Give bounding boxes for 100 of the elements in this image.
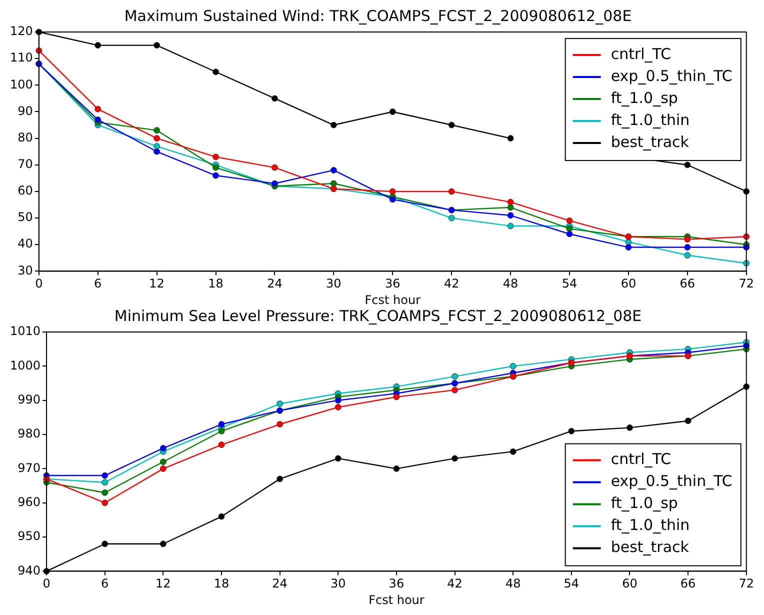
y-tick-label: 940 bbox=[18, 563, 41, 578]
point bbox=[566, 217, 573, 224]
x-tick-label: 36 bbox=[384, 276, 400, 291]
point bbox=[160, 458, 166, 466]
x-tick-label: 54 bbox=[562, 276, 578, 291]
point bbox=[393, 394, 400, 400]
legend-label: cntrl_TC bbox=[610, 44, 672, 63]
point bbox=[271, 180, 278, 187]
legend-label: cntrl_TC bbox=[610, 450, 672, 468]
x-tick-label: 0 bbox=[42, 576, 50, 591]
point bbox=[154, 127, 160, 134]
point bbox=[154, 135, 160, 142]
point bbox=[276, 476, 284, 482]
point bbox=[566, 225, 573, 232]
x-tick-label: 60 bbox=[620, 276, 636, 291]
point bbox=[393, 465, 400, 472]
x-axis-title: Fcst hour bbox=[368, 592, 424, 607]
point bbox=[448, 122, 455, 128]
point bbox=[160, 444, 166, 452]
point bbox=[218, 421, 225, 428]
point bbox=[334, 397, 342, 404]
point bbox=[684, 252, 691, 259]
point bbox=[94, 116, 102, 123]
point bbox=[684, 418, 692, 424]
y-tick-label: 1010 bbox=[10, 324, 41, 338]
legend-label: best_track bbox=[610, 132, 690, 151]
point bbox=[218, 513, 225, 520]
point bbox=[510, 448, 516, 455]
point bbox=[452, 386, 458, 394]
point bbox=[212, 154, 220, 160]
point bbox=[452, 455, 458, 462]
y-tick-label: 960 bbox=[18, 494, 41, 509]
point bbox=[684, 244, 691, 251]
point bbox=[334, 455, 342, 462]
point bbox=[507, 135, 514, 142]
point bbox=[566, 230, 573, 238]
x-tick-label: 24 bbox=[272, 576, 288, 591]
point bbox=[102, 489, 108, 496]
legend-label: ft_1.0_sp bbox=[610, 494, 678, 512]
point bbox=[160, 465, 166, 472]
y-tick-label: 970 bbox=[18, 460, 41, 475]
x-tick-label: 24 bbox=[267, 276, 282, 291]
point bbox=[218, 428, 225, 434]
point bbox=[330, 166, 337, 174]
y-tick-label: 60 bbox=[18, 184, 33, 198]
point bbox=[271, 164, 278, 171]
point bbox=[212, 172, 220, 179]
x-tick-label: 66 bbox=[680, 276, 696, 291]
x-tick-label: 18 bbox=[208, 276, 224, 291]
x-tick-label: 12 bbox=[149, 276, 164, 291]
point bbox=[94, 42, 102, 49]
point bbox=[684, 236, 691, 243]
point bbox=[212, 68, 220, 76]
point bbox=[507, 204, 514, 211]
point bbox=[507, 222, 514, 230]
legend-label: exp_0.5_thin_TC bbox=[610, 66, 732, 85]
x-tick-label: 60 bbox=[622, 576, 638, 591]
point bbox=[568, 428, 575, 434]
point bbox=[330, 122, 337, 128]
x-tick-label: 0 bbox=[35, 276, 43, 291]
x-axis-title: Fcst hour bbox=[364, 292, 421, 307]
x-tick-label: 30 bbox=[326, 276, 342, 291]
point bbox=[102, 500, 108, 506]
legend-label: best_track bbox=[610, 538, 690, 556]
point bbox=[452, 373, 458, 380]
point bbox=[276, 400, 284, 408]
point bbox=[218, 442, 225, 448]
legend-label: ft_1.0_sp bbox=[610, 88, 678, 107]
y-tick-label: 980 bbox=[18, 426, 41, 441]
point bbox=[102, 540, 108, 548]
x-tick-label: 72 bbox=[738, 276, 754, 291]
point bbox=[389, 196, 396, 203]
y-tick-label: 950 bbox=[18, 529, 41, 544]
x-tick-label: 72 bbox=[738, 576, 754, 591]
point bbox=[684, 162, 691, 168]
point bbox=[448, 188, 455, 195]
point bbox=[626, 424, 633, 431]
x-tick-label: 48 bbox=[502, 276, 518, 291]
x-tick-label: 42 bbox=[447, 576, 462, 591]
legend-label: exp_0.5_thin_TC bbox=[610, 472, 732, 490]
x-tick-label: 6 bbox=[94, 276, 102, 291]
chart-title: Minimum Sea Level Pressure: TRK_COAMPS_FCST_2_2009080612_08E bbox=[114, 306, 642, 325]
legend-label: ft_1.0_thin bbox=[610, 516, 690, 534]
point bbox=[507, 198, 514, 206]
legend-label: ft_1.0_thin bbox=[610, 110, 690, 129]
point bbox=[389, 188, 396, 195]
point bbox=[507, 212, 514, 219]
point bbox=[154, 148, 160, 155]
point bbox=[102, 472, 108, 479]
y-tick-label: 110 bbox=[10, 50, 33, 65]
x-tick-label: 18 bbox=[214, 576, 230, 591]
x-tick-label: 42 bbox=[444, 276, 460, 291]
y-tick-label: 50 bbox=[18, 210, 33, 224]
y-tick-label: 990 bbox=[18, 392, 41, 406]
y-tick-label: 30 bbox=[18, 263, 33, 278]
point bbox=[389, 108, 396, 115]
y-tick-label: 90 bbox=[18, 104, 33, 118]
point bbox=[334, 404, 342, 410]
point bbox=[154, 143, 160, 150]
point bbox=[271, 95, 278, 102]
